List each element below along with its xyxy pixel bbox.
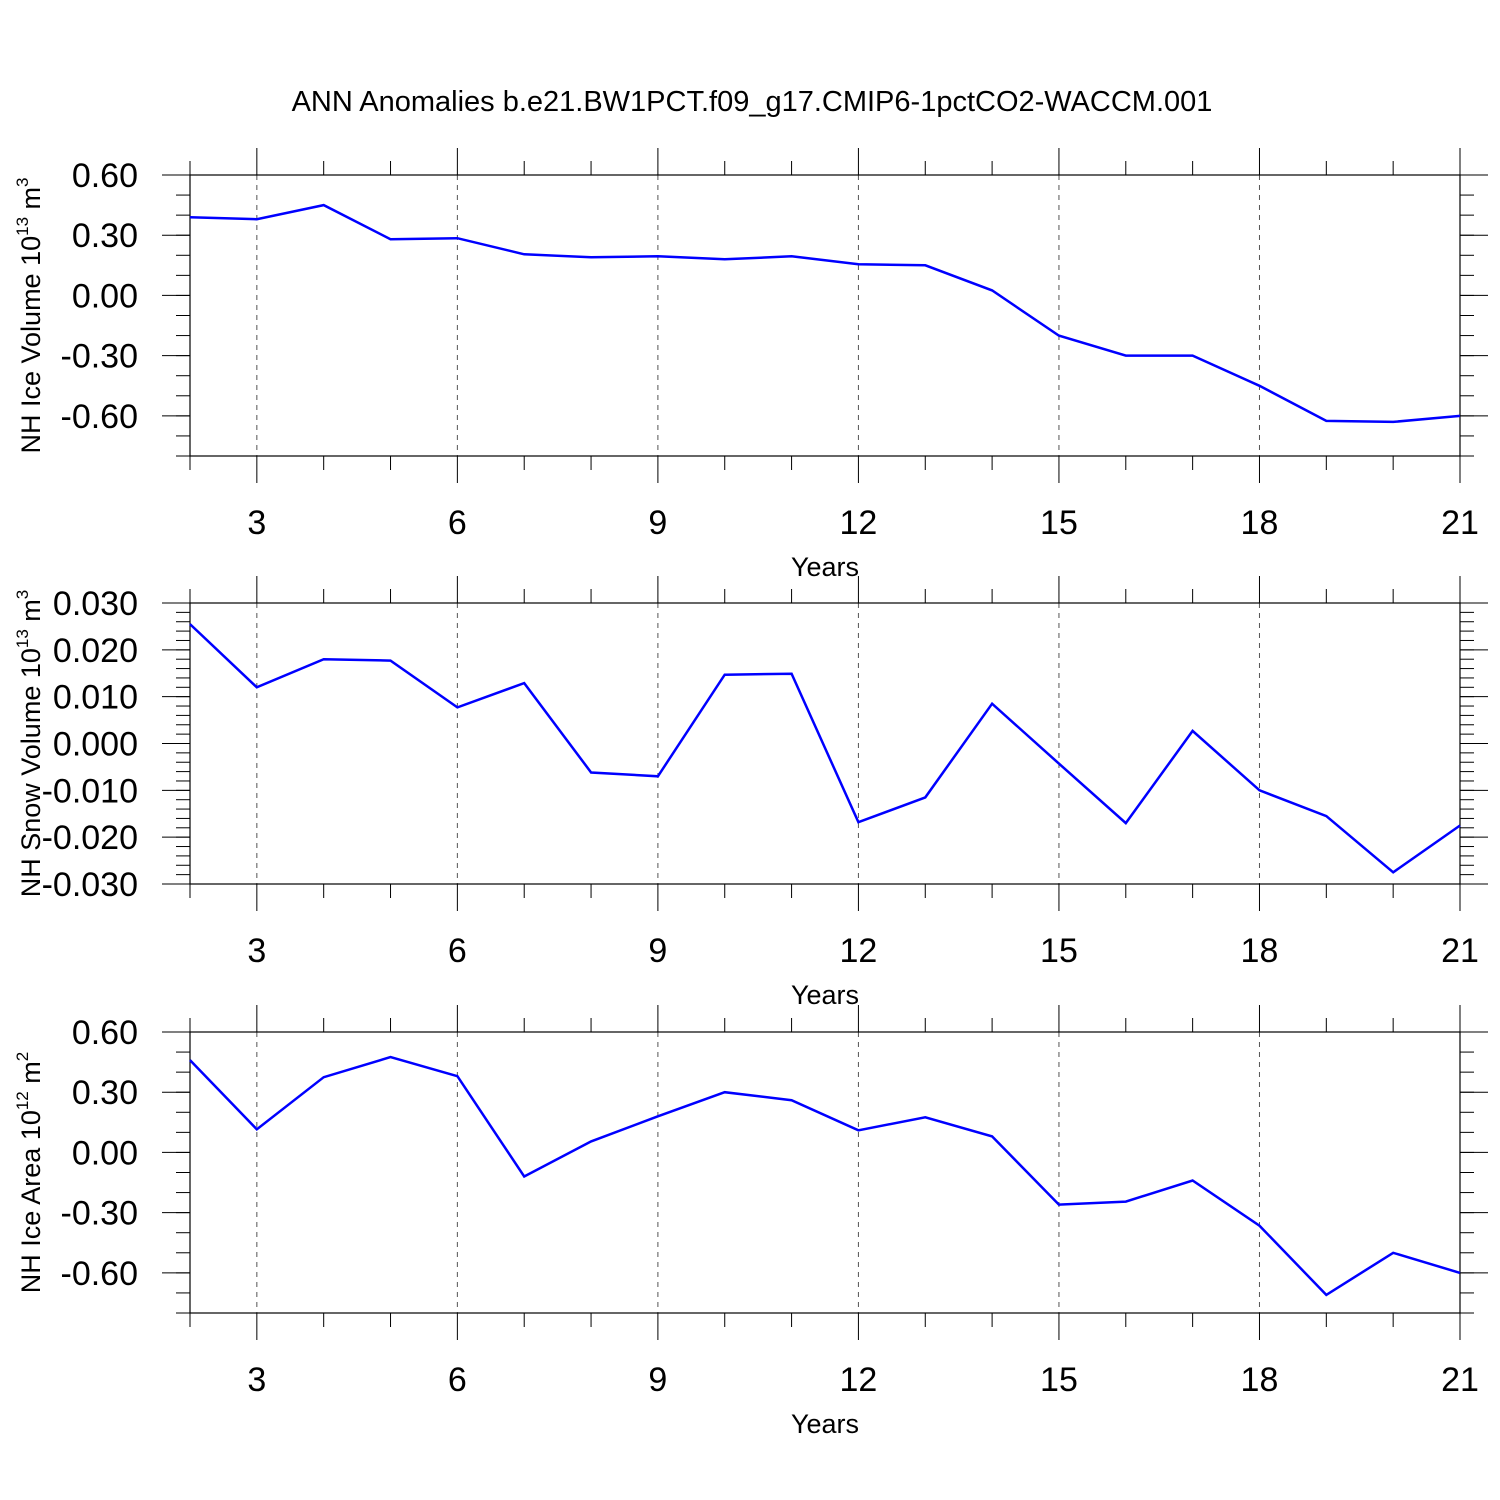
chart-panel-1: 0.60 0.30 0.00 -0.30 -0.60 3 6 9 12 15 18 21 Years NH… bbox=[13, 148, 1488, 582]
plot-frame bbox=[189, 174, 1461, 457]
y-axis-title: NH Ice Volume 1013 m3 bbox=[13, 178, 46, 454]
x-axis-title: Years bbox=[791, 980, 859, 1010]
y-axis-title-text: NH Snow Volume 10 bbox=[16, 648, 46, 897]
y-tick-label: 0.030 bbox=[53, 585, 138, 623]
x-tick-label: 21 bbox=[1441, 932, 1479, 970]
y-axis-title-unit: m bbox=[16, 599, 46, 629]
y-tick-label: -0.60 bbox=[61, 398, 139, 436]
x-tick-label: 21 bbox=[1441, 1361, 1479, 1399]
x-tick-label: 18 bbox=[1241, 504, 1279, 542]
y-tick-label: 0.30 bbox=[72, 1074, 138, 1112]
chart-panel-3: 0.60 0.30 0.00 -0.30 -0.60 3 6 9 12 15 18 21 Years NH… bbox=[13, 1005, 1488, 1439]
y-tick-label: -0.010 bbox=[42, 772, 138, 810]
chart-panels: 0.60 0.30 0.00 -0.30 -0.60 3 6 9 12 15 18 21 Years NH… bbox=[13, 148, 1488, 1439]
x-tick-label: 18 bbox=[1241, 932, 1279, 970]
y-axis-title-unit: m bbox=[16, 187, 46, 217]
y-axis-title-exponent: 13 bbox=[13, 217, 32, 236]
series-line bbox=[189, 1055, 1461, 1297]
y-tick-label: 0.60 bbox=[72, 157, 138, 195]
x-tick-label: 9 bbox=[648, 504, 667, 542]
y-tick-label: 0.020 bbox=[53, 632, 138, 670]
plot-frame bbox=[189, 1031, 1461, 1314]
y-axis-title-text: NH Ice Area 10 bbox=[16, 1110, 46, 1293]
y-axis-title: NH Ice Area 1012 m2 bbox=[13, 1052, 46, 1293]
y-tick-label: 0.30 bbox=[72, 217, 138, 255]
x-tick-label: 9 bbox=[648, 1361, 667, 1399]
chart-panel-2: 0.030 0.020 0.010 0.000 -0.010 -0.020 -0.030 3 6… bbox=[13, 576, 1488, 1010]
y-tick-label: 0.000 bbox=[53, 726, 138, 764]
x-tick-label: 3 bbox=[247, 932, 266, 970]
x-tick-label: 3 bbox=[247, 504, 266, 542]
x-tick-label: 21 bbox=[1441, 504, 1479, 542]
x-tick-label: 15 bbox=[1040, 1361, 1078, 1399]
series-line bbox=[189, 203, 1461, 424]
y-axis-title-exponent: 12 bbox=[13, 1091, 32, 1110]
x-tick-label: 15 bbox=[1040, 504, 1078, 542]
series-line bbox=[189, 623, 1461, 874]
x-axis-title: Years bbox=[791, 552, 859, 582]
y-tick-label: -0.020 bbox=[42, 819, 138, 857]
y-tick-label: -0.030 bbox=[42, 866, 138, 904]
x-tick-label: 12 bbox=[840, 932, 878, 970]
y-axis-title-unit-power: 2 bbox=[13, 1052, 32, 1061]
y-tick-label: -0.30 bbox=[61, 338, 139, 376]
y-tick-label: -0.60 bbox=[61, 1255, 139, 1293]
y-axis-title: NH Snow Volume 1013 m3 bbox=[13, 590, 46, 898]
y-axis-title-unit-power: 3 bbox=[13, 590, 32, 599]
x-tick-label: 15 bbox=[1040, 932, 1078, 970]
y-axis-title-text: NH Ice Volume 10 bbox=[16, 236, 46, 454]
x-tick-label: 6 bbox=[448, 1361, 467, 1399]
x-tick-label: 6 bbox=[448, 504, 467, 542]
x-tick-label: 9 bbox=[648, 932, 667, 970]
plot-frame bbox=[189, 602, 1461, 885]
x-tick-label: 12 bbox=[840, 1361, 878, 1399]
x-tick-label: 6 bbox=[448, 932, 467, 970]
x-axis-title: Years bbox=[791, 1409, 859, 1439]
y-tick-label: 0.00 bbox=[72, 277, 138, 315]
x-tick-label: 18 bbox=[1241, 1361, 1279, 1399]
y-axis-title-unit: m bbox=[16, 1061, 46, 1091]
y-axis-title-exponent: 13 bbox=[13, 629, 32, 648]
y-tick-label: 0.60 bbox=[72, 1014, 138, 1052]
y-tick-label: 0.00 bbox=[72, 1134, 138, 1172]
y-tick-label: -0.30 bbox=[61, 1195, 139, 1233]
x-tick-label: 3 bbox=[247, 1361, 266, 1399]
y-tick-label: 0.010 bbox=[53, 679, 138, 717]
y-axis-title-unit-power: 3 bbox=[13, 178, 32, 187]
figure-title: ANN Anomalies b.e21.BW1PCT.f09_g17.CMIP6… bbox=[292, 86, 1213, 118]
x-tick-label: 12 bbox=[840, 504, 878, 542]
